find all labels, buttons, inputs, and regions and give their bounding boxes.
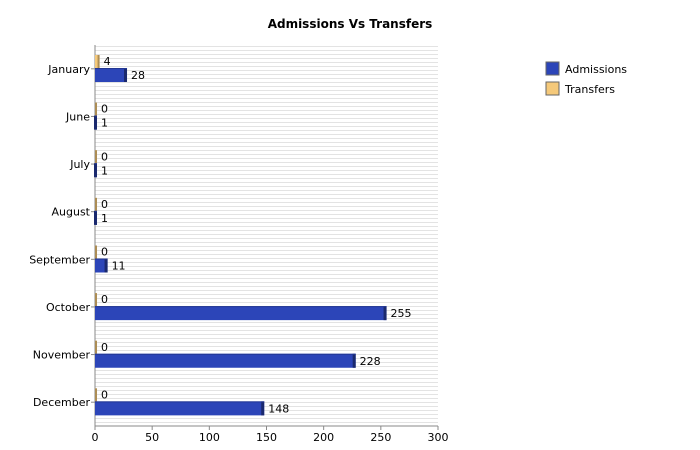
- category-label: June: [65, 110, 90, 123]
- x-tick-label: 100: [199, 431, 220, 444]
- admissions-value-label: 228: [360, 355, 381, 368]
- admissions-value-label: 28: [131, 69, 145, 82]
- transfers-bar-edge: [97, 55, 100, 68]
- admissions-value-label: 1: [101, 212, 108, 225]
- admissions-bar-top: [95, 210, 97, 212]
- admissions-bar-edge: [383, 306, 387, 321]
- x-tick-label: 50: [145, 431, 159, 444]
- admissions-value-label: 1: [101, 164, 108, 177]
- legend-label: Transfers: [564, 83, 615, 96]
- category-label: July: [69, 158, 90, 171]
- category-label: September: [29, 253, 90, 266]
- admissions-bar-top: [95, 163, 97, 165]
- transfers-bar-edge: [95, 150, 97, 164]
- plot-area: 0 50 100 150 200 250 300January428June01July01…: [29, 45, 449, 444]
- legend-label: Admissions: [565, 63, 627, 76]
- x-tick-label: 0: [92, 431, 99, 444]
- transfers-value-label: 4: [104, 55, 111, 68]
- admissions-bar-edge: [124, 68, 128, 82]
- transfers-value-label: 0: [101, 198, 108, 211]
- admissions-value-label: 1: [101, 117, 108, 130]
- transfers-bar-edge: [95, 293, 97, 307]
- admissions-bar-edge: [352, 353, 356, 368]
- x-tick-label: 300: [428, 431, 449, 444]
- category-label: August: [52, 206, 91, 219]
- category-label: December: [33, 396, 91, 409]
- legend-swatch: [545, 81, 560, 96]
- transfers-bar-edge: [95, 197, 97, 211]
- x-tick-label: 150: [256, 431, 277, 444]
- admissions-value-label: 148: [268, 402, 289, 415]
- admissions-bar-edge: [104, 258, 108, 273]
- admissions-bar-edge: [94, 210, 97, 225]
- transfers-value-label: 0: [101, 388, 108, 401]
- admissions-bar-top: [95, 353, 356, 355]
- transfers-value-label: 0: [101, 341, 108, 354]
- chart-title: Admissions Vs Transfers: [268, 17, 433, 31]
- admissions-bar-top: [95, 306, 387, 308]
- admissions-bar-top: [95, 115, 97, 117]
- admissions-bar-edge: [94, 115, 97, 130]
- category-label: October: [46, 301, 90, 314]
- x-tick-label: 250: [370, 431, 391, 444]
- category-label: January: [47, 63, 90, 76]
- transfers-value-label: 0: [101, 150, 108, 163]
- admissions-bar: [95, 401, 265, 416]
- admissions-bar: [95, 258, 108, 273]
- x-tick-label: 200: [313, 431, 334, 444]
- transfers-bar-edge: [95, 102, 97, 116]
- admissions-value-label: 255: [391, 307, 412, 320]
- legend-swatch: [545, 61, 560, 76]
- transfers-bar-edge: [95, 388, 97, 402]
- transfers-bar-edge: [95, 245, 97, 259]
- legend-item-transfers: Transfers: [545, 81, 615, 96]
- admissions-bar: [95, 306, 387, 321]
- legend-item-admissions: Admissions: [545, 61, 627, 76]
- transfers-bar-edge: [95, 340, 97, 354]
- transfers-value-label: 0: [101, 246, 108, 259]
- legend: Admissions Transfers: [545, 61, 627, 96]
- admissions-bar-top: [95, 68, 128, 69]
- plot-background: [95, 45, 438, 426]
- transfers-value-label: 0: [101, 103, 108, 116]
- admissions-bar: [95, 353, 356, 368]
- admissions-bar-edge: [261, 401, 265, 416]
- admissions-bar-edge: [94, 163, 97, 178]
- admissions-value-label: 11: [112, 260, 126, 273]
- category-label: November: [33, 349, 91, 362]
- admissions-bar: [95, 68, 128, 82]
- transfers-bar: [95, 55, 100, 68]
- transfers-value-label: 0: [101, 293, 108, 306]
- admissions-bar-top: [95, 258, 108, 260]
- admissions-bar-top: [95, 401, 265, 403]
